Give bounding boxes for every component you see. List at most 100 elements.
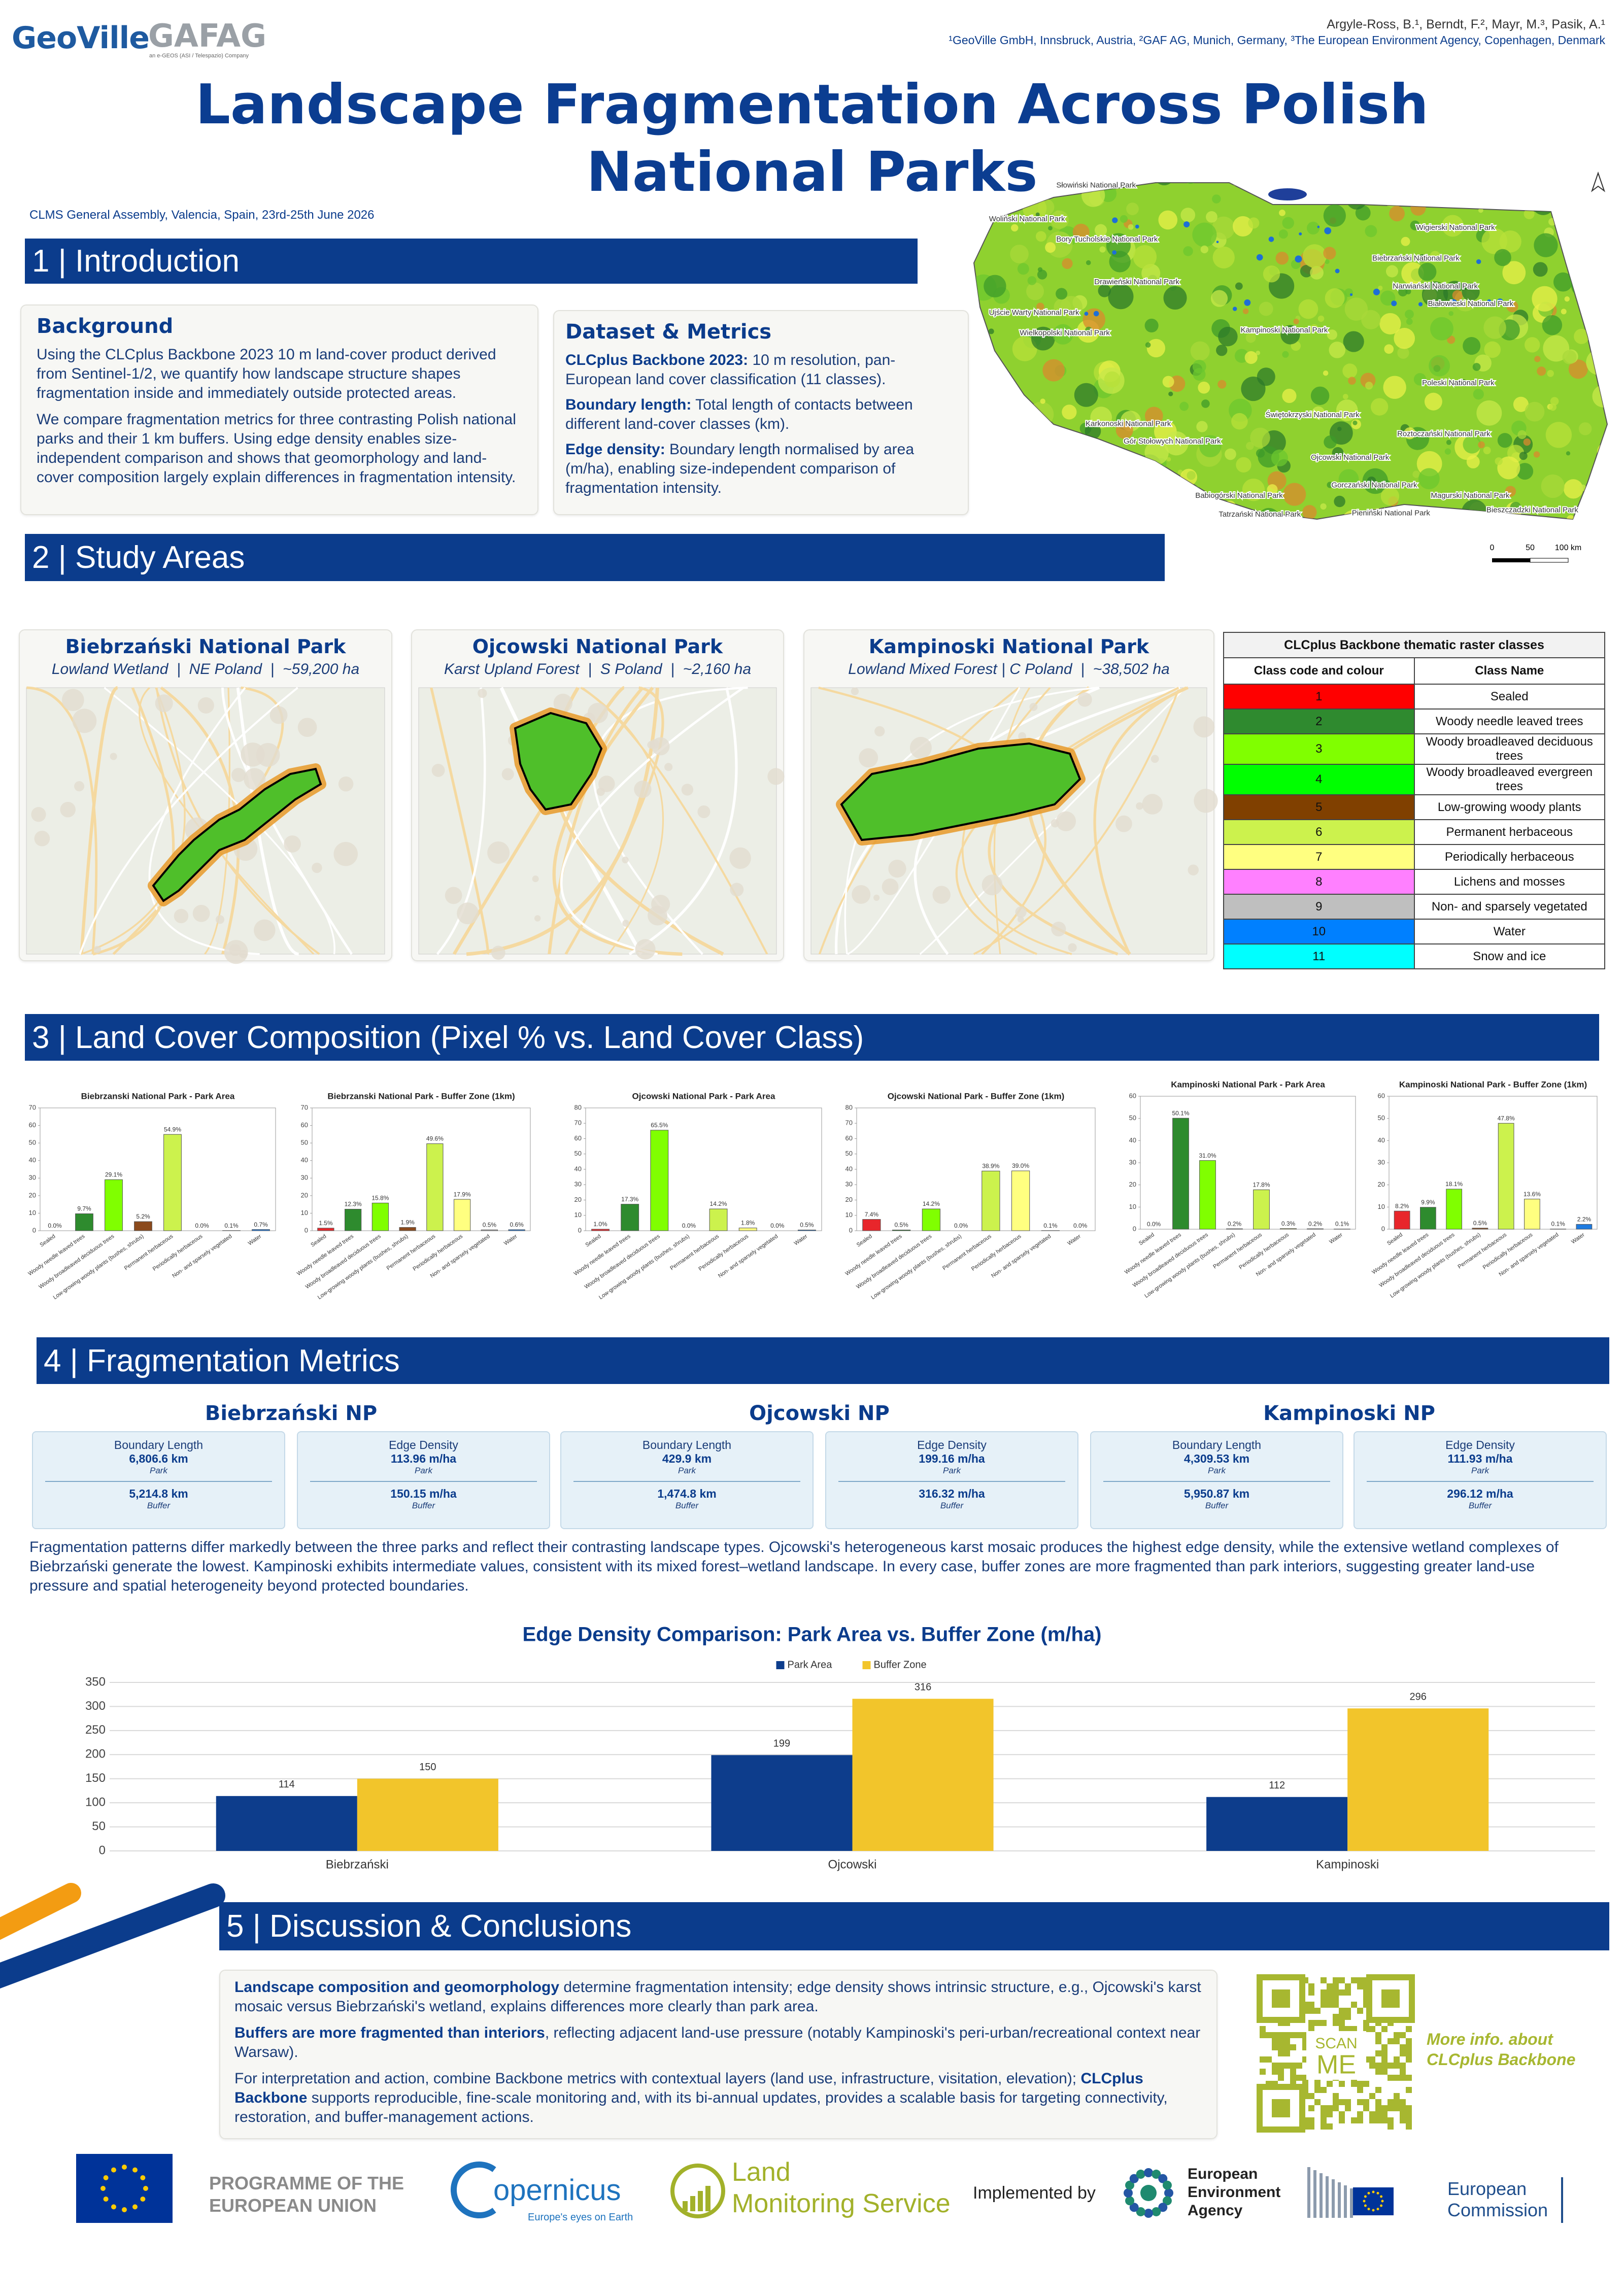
y-tick-label: 70 (574, 1119, 582, 1127)
texture-patch (1365, 382, 1373, 390)
metric-label: Edge Density (389, 1438, 458, 1451)
scale-seg (1492, 558, 1530, 562)
texture-patch (1012, 336, 1037, 361)
data-label: 31.0% (1199, 1152, 1216, 1159)
texture-patch (1011, 224, 1019, 232)
ec-column (1319, 2173, 1323, 2218)
qr-module (1284, 2063, 1290, 2069)
texture-patch (1094, 224, 1107, 237)
texture-patch (1263, 265, 1280, 283)
qr-module (1327, 1983, 1333, 1989)
qr-module (1272, 2044, 1278, 2050)
texture-patch (1245, 332, 1256, 343)
x-tick-label: Sealed (1386, 1232, 1404, 1246)
qr-module (1339, 1989, 1345, 1996)
qr-module (1394, 2099, 1400, 2105)
y-tick-label: 40 (574, 1165, 582, 1172)
texture-patch (1097, 481, 1116, 501)
country-fill (973, 182, 1608, 520)
y-tick-label: 10 (845, 1211, 853, 1219)
settlement (882, 878, 899, 895)
settlement (93, 946, 101, 954)
class-code: 5 (1223, 794, 1415, 820)
class-name: Woody needle leaved trees (1413, 708, 1605, 734)
qr-module (1381, 2056, 1388, 2063)
road (955, 687, 1179, 955)
data-label: 1.8% (741, 1220, 755, 1227)
texture-patch (1060, 296, 1083, 319)
lake (1135, 224, 1139, 229)
settlement (110, 753, 117, 760)
settlement (487, 841, 510, 864)
chart-title: Kampinoski National Park - Buffer Zone (… (1399, 1079, 1587, 1089)
texture-patch (1029, 453, 1037, 461)
texture-patch (1550, 397, 1559, 406)
metric-park-value: 429.9 km (662, 1452, 712, 1465)
bar (163, 1134, 182, 1231)
qr-module (1357, 2008, 1363, 2014)
y-tick-label: 70 (29, 1103, 36, 1111)
bar (852, 1699, 994, 1851)
qr-module (1400, 2032, 1406, 2038)
texture-patch (1035, 231, 1046, 242)
qr-module (1369, 2026, 1375, 2032)
data-label: 14.2% (923, 1200, 940, 1207)
qr-module (1308, 2020, 1314, 2026)
lake (1335, 268, 1340, 274)
metric-label: Edge Density (917, 1438, 987, 1451)
texture-patch (1282, 351, 1289, 358)
y-tick-label: 30 (301, 1174, 308, 1181)
qr-module (1321, 2002, 1327, 2008)
texture-patch (1280, 325, 1300, 345)
texture-patch (1528, 183, 1542, 192)
texture-patch (1293, 318, 1299, 324)
x-tick-label: Permanent herbaceous (1212, 1232, 1263, 1270)
bar (134, 1221, 152, 1231)
metric-label: Boundary Length (642, 1438, 732, 1451)
x-tick-label: Water (793, 1233, 809, 1247)
metric-buffer-label: Buffer (147, 1501, 171, 1510)
texture-patch (1495, 457, 1503, 465)
texture-patch (1164, 431, 1189, 456)
texture-patch (1053, 324, 1073, 345)
texture-patch (1523, 438, 1531, 446)
bar (1172, 1118, 1189, 1230)
settlement (60, 801, 76, 818)
texture-patch (1311, 406, 1325, 420)
qr-module (1327, 2105, 1333, 2111)
texture-patch (975, 211, 985, 220)
qr-module (1290, 2075, 1296, 2081)
land-bar (698, 2191, 703, 2211)
text: Total length of contacts between differe… (565, 396, 913, 432)
texture-patch (988, 328, 994, 334)
texture-patch (1592, 474, 1607, 493)
qr-module (1400, 2111, 1406, 2117)
qr-module (1345, 2014, 1351, 2020)
texture-patch (1104, 371, 1121, 388)
road (628, 687, 738, 956)
discussion-box: Landscape composition and geomorphology … (219, 1970, 1217, 2139)
metric-card: Boundary Length 4,309.53 km Park 5,950.87 k… (1090, 1431, 1343, 1529)
lake (1295, 255, 1302, 263)
qr-module (1369, 2063, 1375, 2069)
settlement (888, 859, 906, 878)
chart-title: Kampinoski National Park - Park Area (1171, 1079, 1325, 1089)
texture-patch (1384, 344, 1394, 354)
x-tick-label: Permanent herbaceous (1457, 1232, 1508, 1270)
data-label: 17.8% (1253, 1181, 1270, 1188)
texture-patch (1343, 331, 1364, 352)
texture-patch (1329, 342, 1346, 358)
section-heading: 3 | Land Cover Composition (Pixel % vs. … (25, 1014, 1599, 1061)
land-bar (683, 2201, 688, 2211)
settlement (61, 689, 84, 712)
bold-text: Boundary length: (565, 396, 692, 413)
qr-module (1321, 1989, 1327, 1996)
x-tick-label: Periodically herbaceous (152, 1233, 204, 1272)
texture-patch (1397, 347, 1409, 359)
settlement (587, 702, 608, 724)
qr-module (1381, 2044, 1388, 2050)
qr-module (1363, 2081, 1369, 2087)
texture-patch (1198, 381, 1210, 394)
legend-row: 2 Woody needle leaved trees (1223, 708, 1605, 734)
qr-module (1339, 2099, 1345, 2105)
